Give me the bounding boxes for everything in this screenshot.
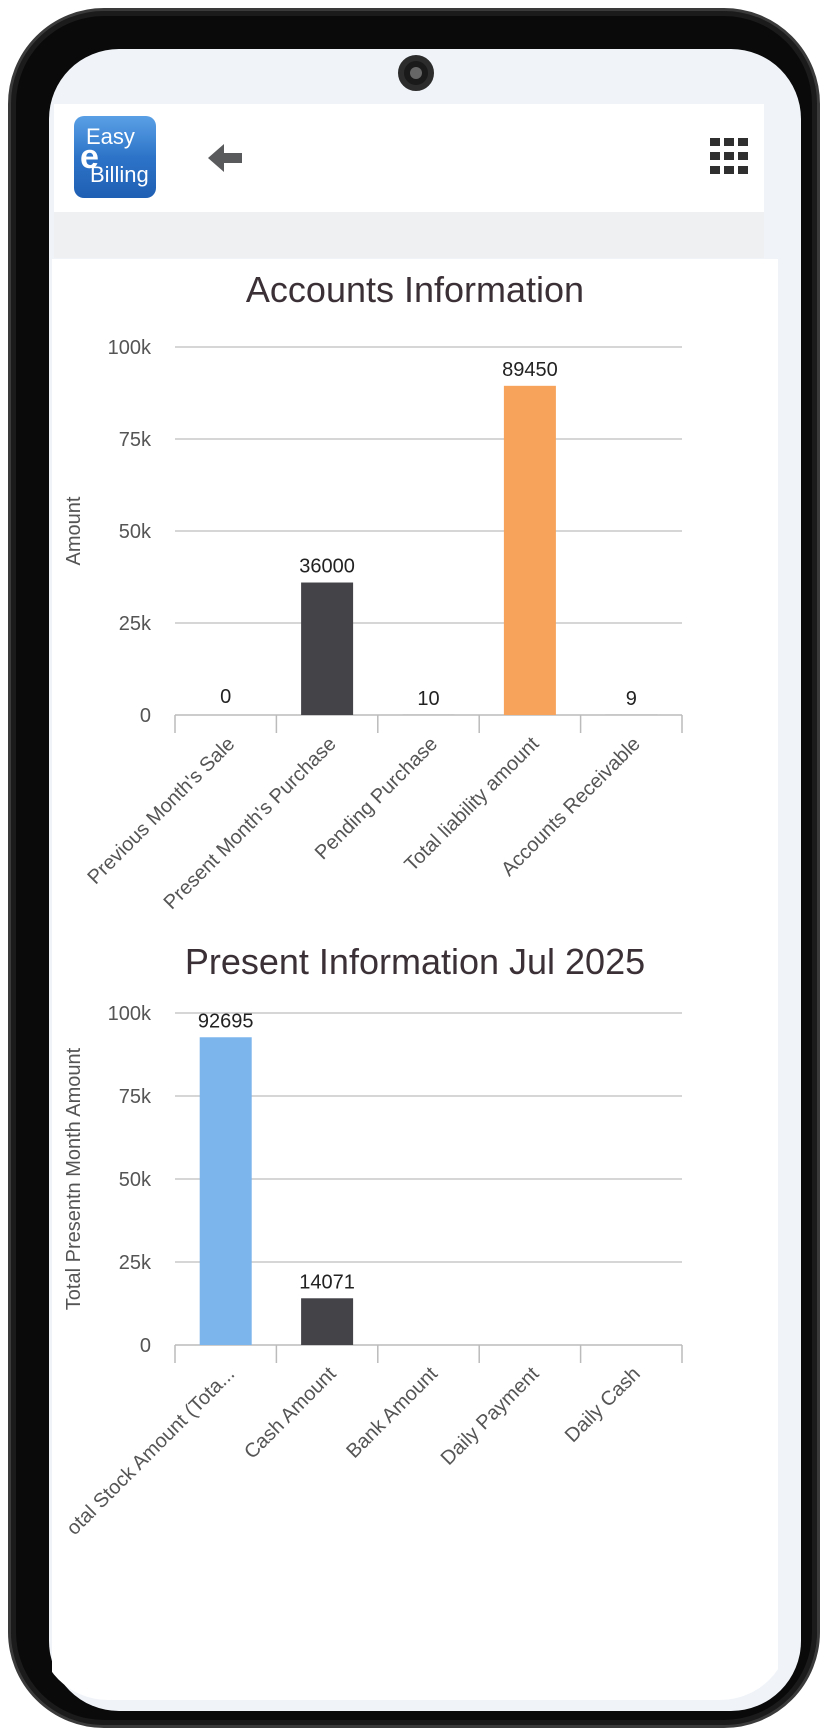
y-tick-label: 100k — [108, 1003, 152, 1025]
y-tick-label: 50k — [119, 1169, 152, 1191]
y-tick-label: 25k — [119, 613, 152, 635]
dashboard-content: Accounts Information 0 25k 50k 75k 100k Amoun… — [52, 259, 778, 1700]
bar[interactable] — [301, 1298, 354, 1345]
x-category-label: Present Month's Purchase — [160, 733, 341, 914]
x-category-label: Cash Amount — [240, 1363, 341, 1464]
front-camera — [398, 55, 434, 91]
y-tick-label: 75k — [119, 429, 152, 451]
data-label: 92695 — [198, 1010, 254, 1032]
present-information-chart: 0 25k 50k 75k 100k Total Presentn Month Amoun… — [63, 1003, 683, 1540]
logo-text-easy: Easy — [86, 124, 135, 149]
menu-grid-button[interactable] — [708, 136, 750, 178]
chart-title-present: Present Information Jul 2025 — [184, 941, 646, 982]
x-category-label: Daily Cash — [561, 1363, 645, 1447]
y-tick-label: 75k — [119, 1086, 152, 1108]
bar[interactable] — [199, 1037, 252, 1345]
y-tick-label: 50k — [119, 521, 152, 543]
y-axis-title: Amount — [63, 496, 85, 565]
data-label: 0 — [220, 686, 231, 708]
chart-title-accounts: Accounts Information — [245, 269, 585, 310]
app-header: Easy e Billing — [54, 104, 764, 212]
x-category-label: otal Stock Amount (Tota... — [63, 1363, 240, 1540]
easy-billing-logo[interactable]: Easy e Billing — [74, 116, 156, 198]
bar[interactable] — [503, 385, 556, 715]
data-label: 36000 — [299, 556, 355, 578]
back-arrow-icon — [208, 144, 242, 172]
header-divider-bar — [54, 212, 764, 258]
back-button[interactable] — [204, 134, 252, 182]
data-label: 9 — [626, 688, 637, 710]
y-axis-title: Total Presentn Month Amount — [63, 1047, 85, 1310]
data-label: 10 — [417, 688, 439, 710]
y-tick-label: 25k — [119, 1252, 152, 1274]
logo-e-mark: e — [80, 138, 99, 176]
data-label: 89450 — [502, 359, 558, 381]
data-label: 14071 — [299, 1271, 355, 1293]
x-category-label: Bank Amount — [342, 1363, 442, 1463]
bar[interactable] — [301, 582, 354, 715]
y-tick-label: 0 — [140, 705, 151, 727]
logo-text-billing: Billing — [90, 162, 149, 187]
x-category-label: Daily Payment — [437, 1363, 544, 1470]
y-tick-label: 100k — [108, 337, 152, 359]
y-tick-label: 0 — [140, 1335, 151, 1357]
grid-menu-icon — [710, 138, 748, 174]
